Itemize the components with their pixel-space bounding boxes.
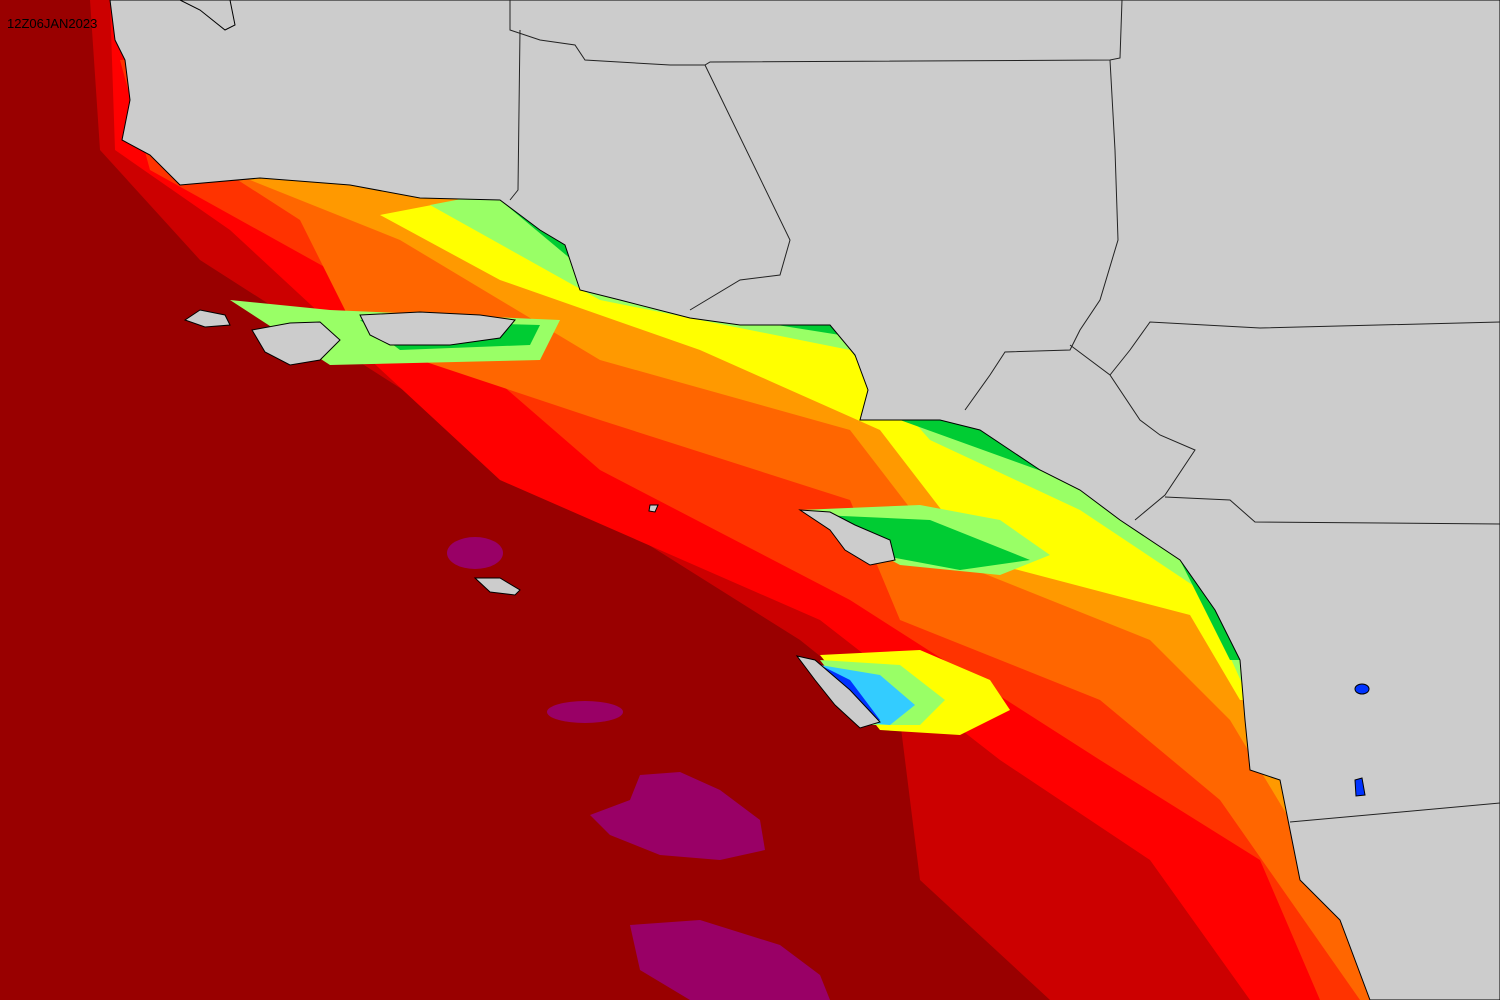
- lakes: [1354, 683, 1370, 797]
- county-borders: [509, 0, 1500, 823]
- offshore-minima: [447, 537, 830, 1000]
- land: [109, 0, 1500, 1000]
- timestamp: 12Z06JAN2023: [7, 16, 97, 31]
